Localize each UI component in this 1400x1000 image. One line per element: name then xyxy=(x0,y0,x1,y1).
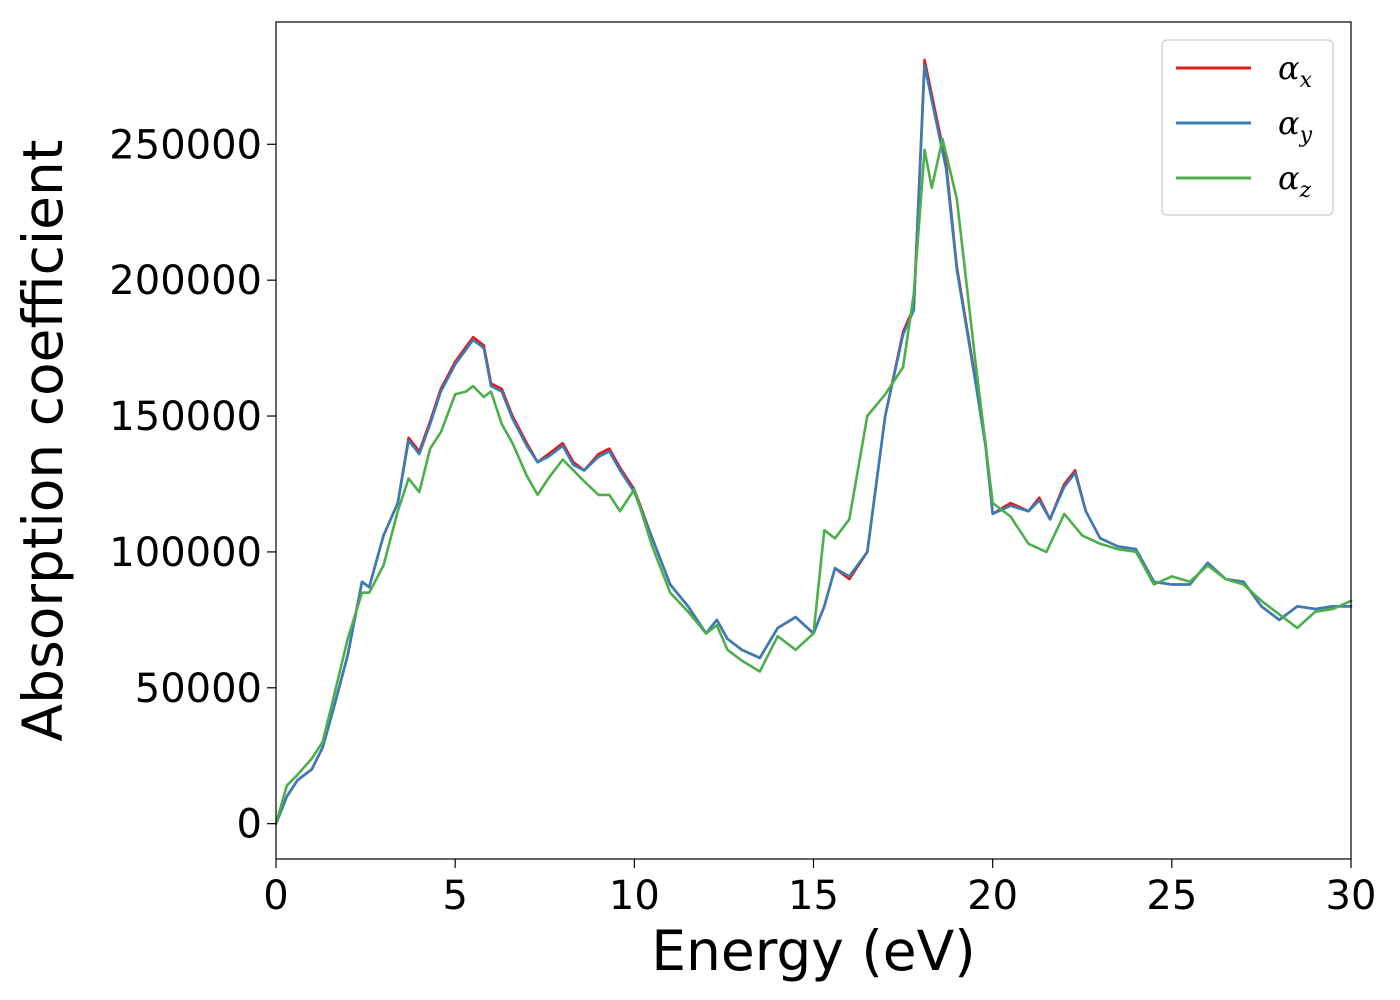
y-tick-label: 150000 xyxy=(109,394,262,440)
legend-box xyxy=(1161,39,1334,216)
x-axis-title: Energy (eV) xyxy=(651,919,975,983)
x-tick-label: 0 xyxy=(263,873,288,919)
legend-label-z: αz xyxy=(1278,159,1312,203)
x-tick-label: 5 xyxy=(442,873,467,919)
y-tick-label: 0 xyxy=(237,802,262,848)
legend-items: αx αy αz xyxy=(1176,49,1313,203)
y-axis-title: Absorption coefficient xyxy=(11,140,75,742)
legend: αx αy αz xyxy=(1161,39,1334,216)
series-layer xyxy=(274,58,1353,825)
x-tick-label: 30 xyxy=(1326,873,1377,919)
legend-label-x: αx xyxy=(1278,49,1313,93)
y-tick-label: 250000 xyxy=(109,122,262,168)
x-tick-label: 20 xyxy=(967,873,1018,919)
y-ticks: 0 50000 100000 150000 200000 250000 xyxy=(109,122,276,848)
series-line-z xyxy=(274,137,1353,825)
legend-label-y: αy xyxy=(1278,104,1313,148)
x-tick-label: 10 xyxy=(609,873,660,919)
y-tick-label: 200000 xyxy=(109,258,262,304)
x-ticks: 0 5 10 15 20 25 30 xyxy=(263,859,1376,919)
y-tick-label: 50000 xyxy=(135,666,262,712)
x-tick-label: 25 xyxy=(1146,873,1197,919)
series-line-y xyxy=(274,64,1353,825)
y-tick-label: 100000 xyxy=(109,530,262,576)
x-tick-label: 15 xyxy=(788,873,839,919)
